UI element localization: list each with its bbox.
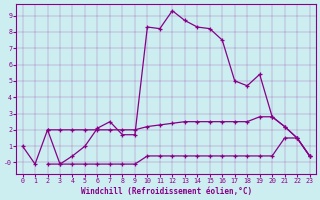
X-axis label: Windchill (Refroidissement éolien,°C): Windchill (Refroidissement éolien,°C) [81,187,252,196]
